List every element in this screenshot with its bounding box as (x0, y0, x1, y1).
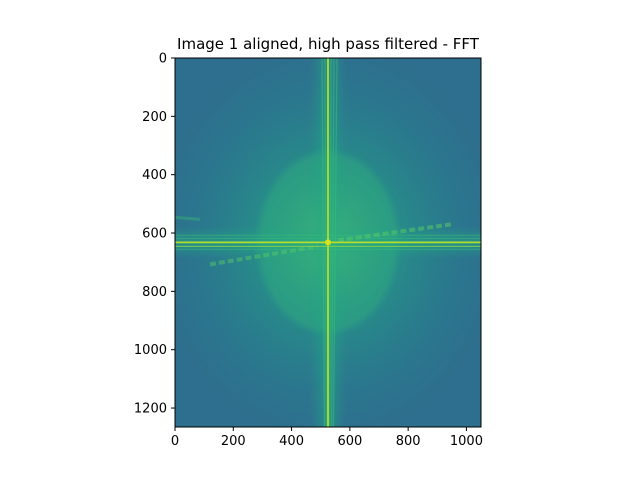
y-axis: 0 200 400 600 800 1000 1200 (134, 52, 175, 417)
x-tick-label: 1000 (450, 434, 483, 449)
y-tick-label: 1200 (134, 402, 167, 417)
chart-title: Image 1 aligned, high pass filtered - FF… (177, 35, 480, 53)
heatmap-center-peak (325, 239, 331, 246)
x-tick-label: 600 (337, 434, 362, 449)
x-tick-label: 200 (221, 434, 246, 449)
heatmap-ripple (175, 215, 201, 221)
heatmap-ripple (337, 222, 452, 243)
plot-frame (174, 57, 482, 428)
y-tick-label: 200 (142, 110, 167, 125)
y-tick-label: 400 (142, 168, 167, 183)
heatmap-image (175, 58, 481, 427)
x-tick-label: 400 (279, 434, 304, 449)
y-tick-label: 600 (142, 227, 167, 242)
x-axis: 0 200 400 600 800 1000 (171, 427, 483, 449)
y-tick-label: 800 (142, 285, 167, 300)
heatmap-ripple (209, 244, 319, 267)
x-tick-label: 800 (396, 434, 421, 449)
x-tick-label: 0 (171, 434, 179, 449)
y-tick-label: 1000 (134, 343, 167, 358)
y-tick-label: 0 (159, 52, 167, 67)
heatmap-layers (175, 58, 481, 427)
